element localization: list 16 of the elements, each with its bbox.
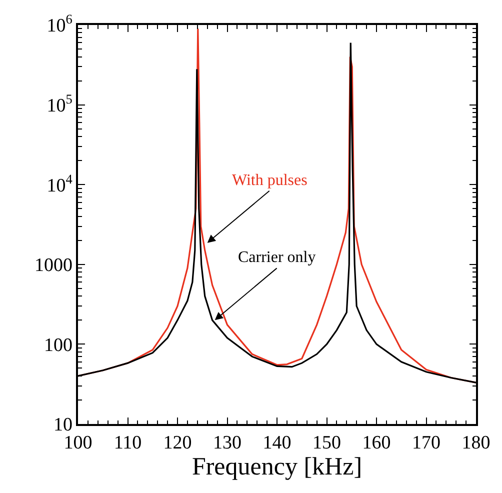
x-axis-title: Frequency [kHz] — [192, 454, 362, 481]
x-tick-label: 110 — [114, 432, 142, 454]
annotation: Carrier only — [238, 249, 316, 266]
y-tick-label: 100 — [44, 334, 72, 356]
x-tick-label: 150 — [312, 432, 341, 454]
x-tick-label: 170 — [412, 432, 440, 454]
x-tick-label: 140 — [262, 432, 292, 454]
x-tick-label: 120 — [163, 432, 192, 454]
y-tick-label: 10$^{4}$ — [46, 171, 73, 196]
x-tick-label: 180 — [462, 432, 490, 454]
annotation: With pulses — [232, 172, 308, 189]
y-tick-label: 10$^{6}$ — [46, 12, 73, 37]
y-tick-label: 1000 — [34, 255, 72, 276]
y-tick-label: 10$^{5}$ — [46, 91, 73, 116]
x-tick-label: 130 — [213, 432, 242, 454]
x-tick-label: 160 — [362, 432, 391, 454]
